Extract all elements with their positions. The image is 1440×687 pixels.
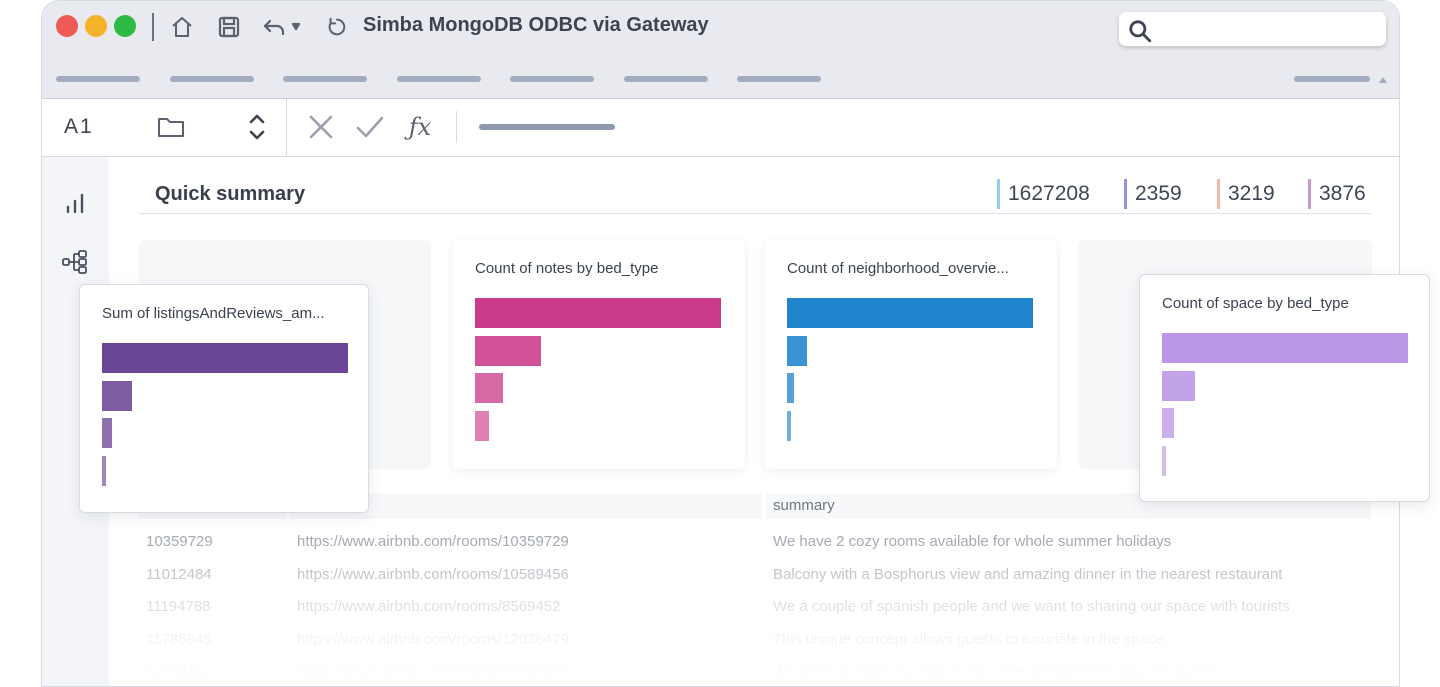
chart-card-neighborhood-overview[interactable]: Count of neighborhood_overvie...	[765, 240, 1057, 469]
chart-title: Count of notes by bed_type	[475, 260, 659, 277]
kpi-color-bar	[1217, 179, 1220, 209]
table-cell-url[interactable]: https://www.airbnb.com/rooms/89567841	[290, 659, 762, 685]
maximize-window-button[interactable]	[114, 15, 136, 37]
table-row[interactable]: 11786845 https://www.airbnb.com/rooms/120…	[139, 626, 1371, 653]
menu-item-placeholder[interactable]	[1294, 76, 1370, 82]
chart-bar[interactable]	[475, 411, 489, 441]
kpi-value: 3876	[1319, 182, 1366, 205]
folder-icon[interactable]	[156, 111, 186, 143]
chart-bar[interactable]	[787, 336, 807, 366]
table-cell-id[interactable]: 11786845	[139, 626, 286, 653]
menu-item-placeholder[interactable]	[397, 76, 481, 82]
kpi-value: 3219	[1228, 182, 1275, 205]
kpi-item: 3219	[1217, 179, 1275, 209]
chart-title: Count of neighborhood_overvie...	[787, 260, 1009, 277]
refresh-icon[interactable]	[325, 13, 349, 41]
collapse-ribbon-icon[interactable]	[1378, 72, 1388, 90]
kpi-item: 2359	[1124, 179, 1182, 209]
menu-item-placeholder[interactable]	[283, 76, 367, 82]
chart-bar[interactable]	[787, 411, 791, 441]
confirm-icon[interactable]	[354, 111, 386, 143]
window-title: Simba MongoDB ODBC via Gateway	[363, 14, 709, 36]
chart-icon[interactable]	[62, 190, 88, 216]
table-cell-id[interactable]: 10359729	[139, 529, 286, 555]
menu-item-placeholder[interactable]	[737, 76, 821, 82]
chart-card-listings-and-reviews-amount[interactable]: Sum of listingsAndReviews_am...	[79, 284, 369, 513]
formula-divider	[456, 111, 457, 143]
chart-bar[interactable]	[1162, 371, 1195, 401]
table-row[interactable]: 11194788 https://www.airbnb.com/rooms/856…	[139, 594, 1371, 620]
chart-bar[interactable]	[787, 373, 794, 403]
table-cell-id[interactable]: 11194788	[139, 594, 286, 620]
toolbar-divider	[152, 13, 154, 41]
menu-item-placeholder[interactable]	[56, 76, 140, 82]
menu-item-placeholder[interactable]	[624, 76, 708, 82]
undo-icon[interactable]	[262, 13, 306, 41]
table-cell-summary[interactable]: We want to share our space with other pe…	[766, 659, 1371, 685]
chart-bar[interactable]	[102, 343, 348, 373]
chart-bar[interactable]	[1162, 408, 1174, 438]
table-cell-id[interactable]: 11788112	[139, 659, 286, 685]
chart-card-notes-by-bed-type[interactable]: Count of notes by bed_type	[453, 240, 745, 469]
chart-bar[interactable]	[475, 373, 503, 403]
kpi-color-bar	[1124, 179, 1127, 209]
kpi-value: 2359	[1135, 182, 1182, 205]
chart-title: Count of space by bed_type	[1162, 295, 1349, 312]
menu-item-placeholder[interactable]	[510, 76, 594, 82]
table-cell-url[interactable]: https://www.airbnb.com/rooms/10359729	[290, 529, 762, 555]
function-icon[interactable]: ƒx	[408, 113, 432, 141]
chart-card-space-by-bed-type[interactable]: Count of space by bed_type	[1139, 274, 1430, 502]
kpi-color-bar	[997, 179, 1000, 209]
kpi-item: 3876	[1308, 179, 1366, 209]
hierarchy-icon[interactable]	[62, 249, 88, 275]
kpi-value: 1627208	[1008, 182, 1090, 205]
table-cell-summary[interactable]: Balcony with a Bosphorus view and amazin…	[766, 561, 1371, 588]
cancel-icon[interactable]	[306, 111, 336, 143]
summary-title: Quick summary	[155, 183, 306, 205]
table-row[interactable]: 11788112 https://www.airbnb.com/rooms/895…	[139, 659, 1371, 685]
menu-item-placeholder[interactable]	[170, 76, 254, 82]
stepper-icon[interactable]	[246, 111, 268, 143]
chart-title: Sum of listingsAndReviews_am...	[102, 305, 325, 322]
chart-bar[interactable]	[475, 336, 541, 366]
search-input[interactable]	[1119, 12, 1386, 46]
chart-bar[interactable]	[1162, 333, 1408, 363]
table-cell-summary[interactable]: We a couple of spanish people and we wan…	[766, 594, 1371, 620]
kpi-color-bar	[1308, 179, 1311, 209]
formula-bar: A1 ƒx	[42, 99, 1399, 157]
table-cell-summary[interactable]: This unique concept allows guests to lux…	[766, 626, 1371, 653]
chart-bar[interactable]	[102, 456, 106, 486]
summary-divider	[139, 213, 1371, 214]
home-icon[interactable]	[169, 13, 195, 41]
chart-bar[interactable]	[475, 298, 721, 328]
kpi-item: 1627208	[997, 179, 1090, 209]
column-header-label: summary	[773, 497, 835, 514]
table-cell-id[interactable]: 11012484	[139, 561, 286, 588]
table-cell-url[interactable]: https://www.airbnb.com/rooms/8569452	[290, 594, 762, 620]
close-window-button[interactable]	[56, 15, 78, 37]
table-cell-url[interactable]: https://www.airbnb.com/rooms/10589456	[290, 561, 762, 588]
table-row[interactable]: 11012484 https://www.airbnb.com/rooms/105…	[139, 561, 1371, 588]
chart-bar[interactable]	[787, 298, 1033, 328]
table-cell-summary[interactable]: We have 2 cozy rooms available for whole…	[766, 529, 1371, 555]
chart-bar[interactable]	[102, 381, 132, 411]
chart-bar[interactable]	[1162, 446, 1166, 476]
table-cell-url[interactable]: https://www.airbnb.com/rooms/12036479	[290, 626, 762, 653]
table-row[interactable]: 10359729 https://www.airbnb.com/rooms/103…	[139, 529, 1371, 555]
chart-bar[interactable]	[102, 418, 112, 448]
formula-input[interactable]	[479, 124, 615, 130]
formula-divider	[286, 99, 287, 157]
save-icon[interactable]	[216, 13, 242, 41]
title-bar: Simba MongoDB ODBC via Gateway	[42, 1, 1399, 99]
minimize-window-button[interactable]	[85, 15, 107, 37]
search-icon	[1129, 20, 1152, 43]
cell-reference[interactable]: A1	[64, 115, 94, 138]
